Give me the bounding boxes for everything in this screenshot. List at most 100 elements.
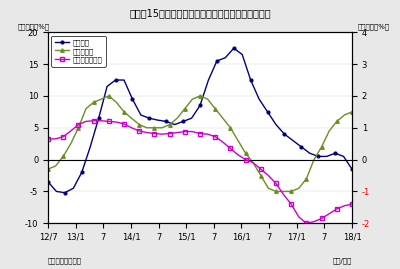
投資信託	[130, 98, 135, 101]
準通貨（右軸）	[312, 220, 316, 223]
準通貨（右軸）	[319, 217, 324, 220]
準通貨（右軸）	[258, 168, 263, 171]
投資信託	[316, 155, 321, 158]
金銭の信託	[114, 101, 119, 104]
準通貨（右軸）	[167, 132, 172, 135]
投資信託	[138, 114, 143, 117]
Text: （前年比、%）: （前年比、%）	[358, 24, 390, 30]
投資信託	[290, 139, 295, 142]
Legend: 投資信託, 金銭の信託, 準通貨（右軸）: 投資信託, 金銭の信託, 準通貨（右軸）	[52, 36, 106, 67]
準通貨（右軸）	[190, 130, 195, 133]
金銭の信託	[213, 107, 218, 110]
金銭の信託	[53, 164, 58, 168]
準通貨（右軸）	[76, 123, 81, 126]
金銭の信託	[334, 120, 339, 123]
準通貨（右軸）	[251, 161, 256, 164]
準通貨（右軸）	[281, 193, 286, 196]
準通貨（右軸）	[160, 133, 164, 136]
Text: （前年比、%）: （前年比、%）	[18, 24, 50, 30]
金銭の信託	[274, 190, 278, 193]
投資信託	[79, 171, 84, 174]
投資信託	[189, 117, 194, 120]
投資信託	[282, 133, 287, 136]
金銭の信託	[289, 190, 294, 193]
金銭の信託	[91, 101, 96, 104]
投資信託	[172, 123, 177, 126]
金銭の信託	[152, 126, 157, 129]
金銭の信託	[190, 98, 195, 101]
金銭の信託	[304, 177, 309, 180]
投資信託	[324, 155, 329, 158]
準通貨（右軸）	[289, 203, 294, 206]
金銭の信託	[319, 145, 324, 148]
準通貨（右軸）	[213, 135, 218, 138]
準通貨（右軸）	[304, 222, 309, 225]
投資信託	[46, 180, 50, 183]
投資信託	[214, 59, 219, 63]
準通貨（右軸）	[99, 119, 104, 122]
金銭の信託	[342, 114, 347, 117]
準通貨（右軸）	[122, 122, 126, 126]
金銭の信託	[182, 107, 187, 110]
準通貨（右軸）	[296, 215, 301, 218]
金銭の信託	[129, 117, 134, 120]
準通貨（右軸）	[274, 182, 278, 185]
金銭の信託	[122, 110, 126, 114]
金銭の信託	[68, 142, 73, 145]
投資信託	[105, 85, 110, 88]
投資信託	[341, 155, 346, 158]
金銭の信託	[76, 126, 81, 129]
準通貨（右軸）	[68, 129, 73, 133]
準通貨（右軸）	[334, 207, 339, 211]
金銭の信託	[46, 168, 50, 171]
準通貨（右軸）	[175, 131, 180, 134]
金銭の信託	[296, 187, 301, 190]
準通貨（右軸）	[46, 137, 50, 140]
投資信託	[181, 120, 186, 123]
金銭の信託	[266, 187, 271, 190]
投資信託	[299, 145, 304, 148]
準通貨（右軸）	[327, 212, 332, 215]
投資信託	[155, 119, 160, 122]
Line: 準通貨（右軸）: 準通貨（右軸）	[46, 119, 354, 225]
投資信託	[350, 168, 354, 171]
投資信託	[257, 98, 262, 101]
金銭の信託	[84, 107, 88, 110]
金銭の信託	[243, 152, 248, 155]
準通貨（右軸）	[220, 140, 225, 144]
金銭の信託	[236, 139, 240, 142]
金銭の信託	[281, 190, 286, 193]
準通貨（右軸）	[129, 126, 134, 129]
金銭の信託	[251, 161, 256, 164]
準通貨（右軸）	[53, 137, 58, 140]
準通貨（右軸）	[91, 119, 96, 122]
投資信託	[333, 152, 338, 155]
Line: 金銭の信託: 金銭の信託	[46, 94, 354, 193]
投資信託	[223, 56, 228, 59]
投資信託	[122, 79, 126, 82]
投資信託	[198, 104, 202, 107]
準通貨（右軸）	[228, 147, 233, 150]
投資信託	[274, 123, 278, 126]
投資信託	[113, 79, 118, 82]
準通貨（右軸）	[144, 131, 149, 134]
金銭の信託	[258, 174, 263, 177]
準通貨（右軸）	[342, 204, 347, 207]
準通貨（右軸）	[198, 132, 202, 135]
投資信託	[206, 79, 211, 82]
準通貨（右軸）	[266, 174, 271, 177]
投資信託	[231, 47, 236, 50]
投資信託	[265, 110, 270, 114]
投資信託	[164, 120, 169, 123]
金銭の信託	[312, 158, 316, 161]
準通貨（右軸）	[152, 132, 157, 135]
金銭の信託	[175, 117, 180, 120]
Line: 投資信託: 投資信託	[47, 47, 353, 194]
金銭の信託	[61, 155, 66, 158]
金銭の信託	[99, 98, 104, 101]
金銭の信託	[160, 126, 164, 129]
金銭の信託	[205, 98, 210, 101]
金銭の信託	[167, 123, 172, 126]
Text: （年/月）: （年/月）	[333, 258, 352, 264]
金銭の信託	[327, 129, 332, 133]
